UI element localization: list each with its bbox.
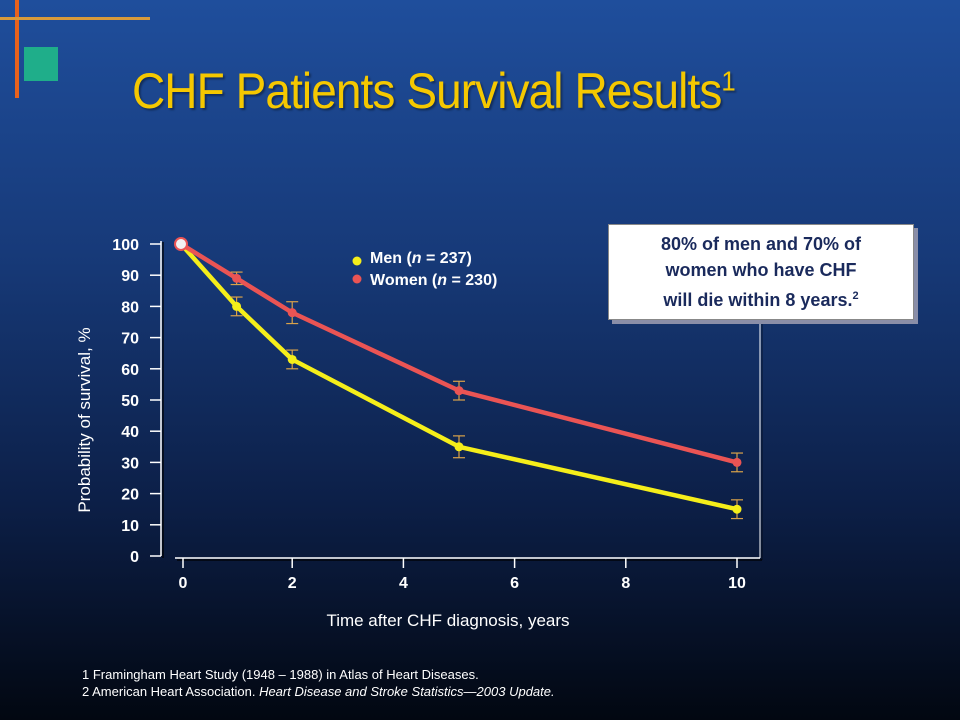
legend-marker-women [352,274,362,284]
references: 1 Framingham Heart Study (1948 – 1988) i… [82,666,555,700]
y-tick-label: 0 [130,549,139,566]
data-point-women [287,308,297,318]
start-point-marker [174,237,188,251]
callout-line-3: will die within 8 years. [663,290,853,310]
x-axis-title: Time after CHF diagnosis, years [326,611,569,630]
data-point-men [454,442,464,452]
x-tick-label: 0 [179,575,188,592]
decorative-square [24,47,58,81]
legend-label-women: Women (n = 230) [370,272,497,289]
x-tick-label: 2 [288,575,297,592]
title-reference: 1 [721,65,735,97]
legend-marker-men [352,256,362,266]
reference-1-number: 1 [82,667,90,682]
x-tick-label: 6 [510,575,519,592]
callout-line-2: women who have CHF [665,260,857,280]
reference-1-text: Framingham Heart Study (1948 – 1988) in … [92,667,479,682]
data-point-women [232,273,242,283]
slide-title: CHF Patients Survival Results1 [132,62,736,120]
legend-label-men: Men (n = 237) [370,250,472,267]
y-tick-label: 50 [121,393,139,410]
y-axis-title: Probability of survival, % [75,327,94,512]
reference-1: 1 Framingham Heart Study (1948 – 1988) i… [82,666,555,683]
data-point-men [232,301,242,311]
y-tick-label: 40 [121,424,139,441]
y-tick-label: 60 [121,362,139,379]
data-point-women [454,386,464,396]
reference-2-number: 2 [82,684,90,699]
callout-reference: 2 [852,290,859,302]
reference-2-italic-title: Heart Disease and Stroke Statistics—2003… [259,684,555,699]
y-tick-label: 10 [121,518,139,535]
data-point-men [732,504,742,514]
callout-box: 80% of men and 70% of women who have CHF… [608,224,914,320]
decorative-vertical-line [15,0,19,98]
y-tick-label: 90 [121,268,139,285]
reference-2: 2 American Heart Association. Heart Dise… [82,683,555,700]
decorative-horizontal-line [0,17,150,20]
callout-text: 80% of men and 70% of women who have CHF… [661,231,861,313]
callout-line-1: 80% of men and 70% of [660,234,862,254]
y-tick-label: 80 [121,299,139,316]
x-tick-label: 8 [621,575,630,592]
x-tick-label: 10 [728,575,746,592]
data-point-women [732,457,742,467]
y-tick-label: 100 [112,237,139,254]
reference-2-text: American Heart Association. [92,684,256,699]
data-point-men [287,354,297,364]
x-tick-label: 4 [399,575,408,592]
y-tick-label: 20 [121,487,139,504]
y-tick-label: 30 [121,455,139,472]
slide-title-text: CHF Patients Survival Results [132,63,722,119]
y-tick-label: 70 [121,331,139,348]
